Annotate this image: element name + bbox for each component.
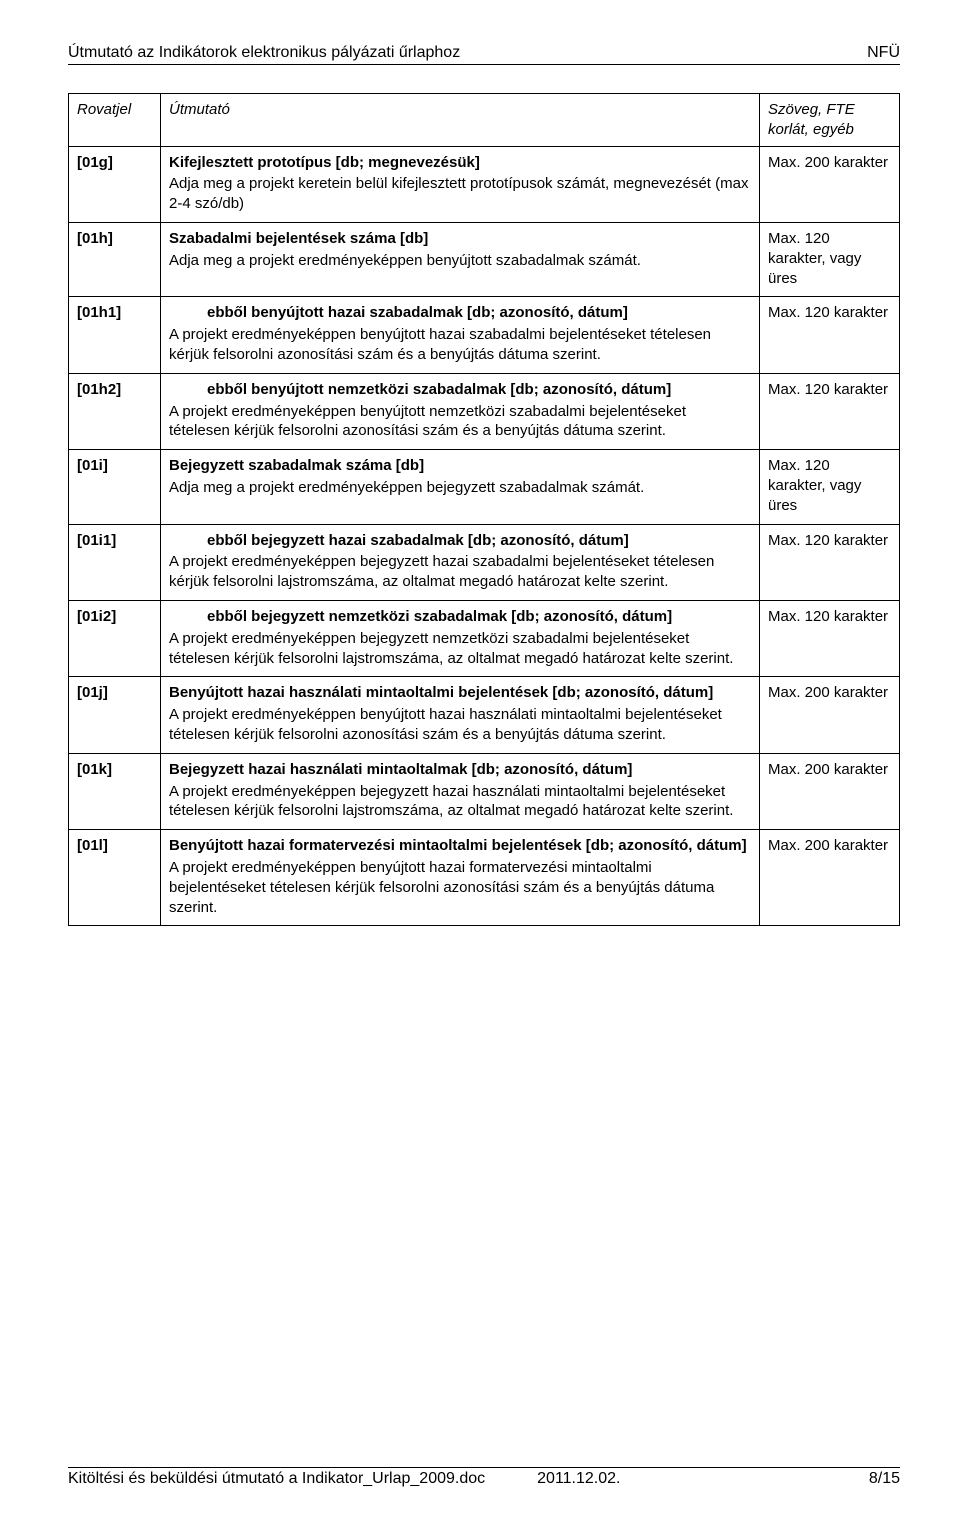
row-title: Benyújtott hazai használati mintaoltalmi… <box>169 683 751 703</box>
row-description: A projekt eredményeképpen benyújtott nem… <box>169 402 751 442</box>
header-right: NFÜ <box>867 44 900 62</box>
footer-filename: Kitöltési és beküldési útmutató a Indika… <box>68 1470 485 1488</box>
th-rovatjel: Rovatjel <box>69 94 161 147</box>
table-row: [01g] Kifejlesztett prototípus [db; megne… <box>69 146 900 222</box>
row-title: Bejegyzett hazai használati mintaoltalma… <box>169 760 751 780</box>
table-row: [01i2] ebből bejegyzett nemzetközi szabad… <box>69 600 900 676</box>
row-description-cell: Benyújtott hazai használati mintaoltalmi… <box>161 677 760 753</box>
row-code: [01k] <box>69 753 161 829</box>
table-row: [01i]Bejegyzett szabadalmak száma [db]Ad… <box>69 450 900 524</box>
table-row: [01h1] ebből benyújtott hazai szabadalmak… <box>69 297 900 373</box>
row-code: [01h2] <box>69 373 161 449</box>
row-code: [01i2] <box>69 600 161 676</box>
row-code: [01i1] <box>69 524 161 600</box>
row-title: ebből bejegyzett nemzetközi szabadalmak … <box>169 607 751 627</box>
table-row: [01i1] ebből bejegyzett hazai szabadalmak… <box>69 524 900 600</box>
table-row: [01j] Benyújtott hazai használati mintaol… <box>69 677 900 753</box>
row-limit: Max. 120 karakter, vagy üres <box>760 222 900 296</box>
row-title: ebből benyújtott hazai szabadalmak [db; … <box>169 303 751 323</box>
row-code: [01h1] <box>69 297 161 373</box>
row-title: ebből bejegyzett hazai szabadalmak [db; … <box>169 531 751 551</box>
row-code: [01j] <box>69 677 161 753</box>
footer-date: 2011.12.02. <box>537 1470 620 1488</box>
row-code: [01l] <box>69 830 161 926</box>
row-description-cell: Bejegyzett hazai használati mintaoltalma… <box>161 753 760 829</box>
row-limit: Max. 200 karakter <box>760 146 900 222</box>
row-title: Kifejlesztett prototípus [db; megnevezés… <box>169 153 751 173</box>
th-korlat: Szöveg, FTE korlát, egyéb <box>760 94 900 147</box>
footer-page-number: 8/15 <box>620 1470 900 1488</box>
row-description-cell: Kifejlesztett prototípus [db; megnevezés… <box>161 146 760 222</box>
row-title: Szabadalmi bejelentések száma [db] <box>169 229 751 249</box>
table-row: [01h2] ebből benyújtott nemzetközi szabad… <box>69 373 900 449</box>
row-description-cell: Szabadalmi bejelentések száma [db]Adja m… <box>161 222 760 296</box>
page-footer: Kitöltési és beküldési útmutató a Indika… <box>68 1467 900 1488</box>
row-description: A projekt eredményeképpen bejegyzett nem… <box>169 629 751 669</box>
row-description: Adja meg a projekt eredményeképpen benyú… <box>169 251 751 271</box>
row-limit: Max. 120 karakter <box>760 524 900 600</box>
row-description-cell: ebből bejegyzett hazai szabadalmak [db; … <box>161 524 760 600</box>
row-code: [01g] <box>69 146 161 222</box>
row-code: [01i] <box>69 450 161 524</box>
page-header: Útmutató az Indikátorok elektronikus pál… <box>68 44 900 65</box>
table-row: [01k] Bejegyzett hazai használati mintaol… <box>69 753 900 829</box>
row-description: A projekt eredményeképpen bejegyzett haz… <box>169 782 751 822</box>
header-left: Útmutató az Indikátorok elektronikus pál… <box>68 44 460 62</box>
row-code: [01h] <box>69 222 161 296</box>
row-title: Benyújtott hazai formatervezési mintaolt… <box>169 836 751 856</box>
row-limit: Max. 200 karakter <box>760 830 900 926</box>
row-description: Adja meg a projekt keretein belül kifejl… <box>169 174 751 214</box>
row-description-cell: Bejegyzett szabadalmak száma [db]Adja me… <box>161 450 760 524</box>
row-description: A projekt eredményeképpen benyújtott haz… <box>169 858 751 917</box>
row-limit: Max. 120 karakter <box>760 373 900 449</box>
row-description-cell: ebből benyújtott nemzetközi szabadalmak … <box>161 373 760 449</box>
row-description-cell: Benyújtott hazai formatervezési mintaolt… <box>161 830 760 926</box>
row-description-cell: ebből bejegyzett nemzetközi szabadalmak … <box>161 600 760 676</box>
row-description: A projekt eredményeképpen bejegyzett haz… <box>169 552 751 592</box>
row-description: Adja meg a projekt eredményeképpen bejeg… <box>169 478 751 498</box>
indicator-table: Rovatjel Útmutató Szöveg, FTE korlát, eg… <box>68 93 900 926</box>
row-limit: Max. 120 karakter, vagy üres <box>760 450 900 524</box>
row-title: ebből benyújtott nemzetközi szabadalmak … <box>169 380 751 400</box>
th-utmutato: Útmutató <box>161 94 760 147</box>
row-title: Bejegyzett szabadalmak száma [db] <box>169 456 751 476</box>
row-limit: Max. 200 karakter <box>760 677 900 753</box>
table-row: [01l] Benyújtott hazai formatervezési min… <box>69 830 900 926</box>
row-limit: Max. 120 karakter <box>760 600 900 676</box>
row-limit: Max. 120 karakter <box>760 297 900 373</box>
table-row: [01h]Szabadalmi bejelentések száma [db]A… <box>69 222 900 296</box>
row-limit: Max. 200 karakter <box>760 753 900 829</box>
row-description-cell: ebből benyújtott hazai szabadalmak [db; … <box>161 297 760 373</box>
table-header-row: Rovatjel Útmutató Szöveg, FTE korlát, eg… <box>69 94 900 147</box>
row-description: A projekt eredményeképpen benyújtott haz… <box>169 705 751 745</box>
row-description: A projekt eredményeképpen benyújtott haz… <box>169 325 751 365</box>
